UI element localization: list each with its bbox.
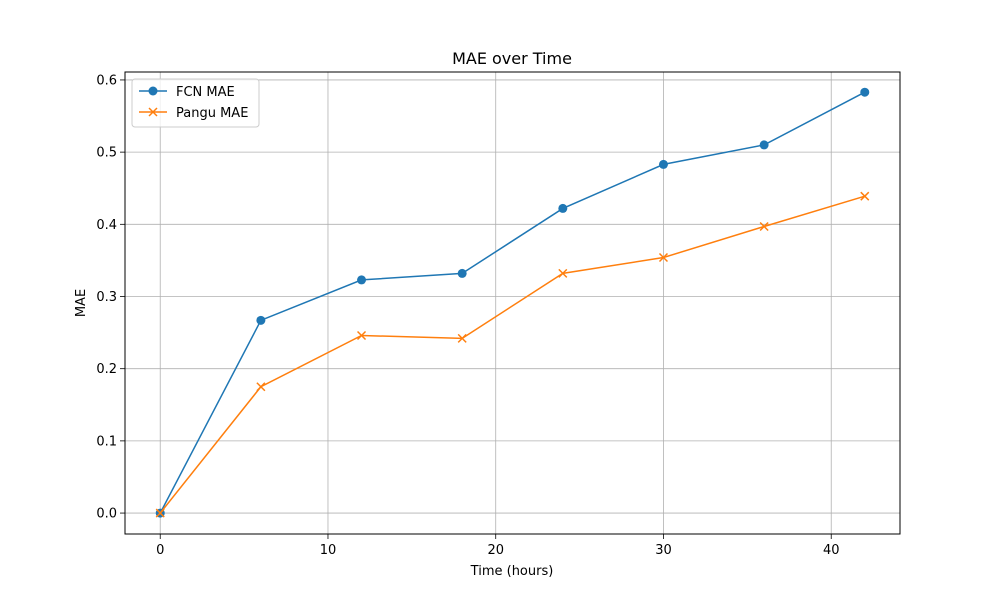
y-tick-label: 0.0 — [96, 507, 117, 522]
y-tick-label: 0.1 — [96, 434, 117, 449]
y-tick-label: 0.6 — [96, 73, 117, 88]
x-tick-label: 20 — [487, 543, 504, 558]
x-tick-label: 0 — [156, 543, 164, 558]
series-line — [159, 91, 866, 514]
data-point — [357, 275, 367, 285]
data-point — [256, 315, 266, 325]
chart-title: MAE over Time — [452, 49, 572, 68]
y-tick-label: 0.2 — [96, 362, 117, 377]
series-layer — [155, 87, 870, 518]
plot-frame — [124, 71, 901, 535]
data-point — [558, 203, 568, 213]
data-point — [759, 140, 769, 150]
data-point — [457, 333, 467, 343]
grid — [125, 72, 900, 534]
data-point — [658, 159, 668, 169]
legend: FCN MAE Pangu MAE — [131, 78, 260, 128]
ticks: 0 10 20 30 40 0.0 0.1 0.2 0.3 0.4 0.5 0.6 — [96, 73, 839, 558]
data-point — [860, 87, 870, 97]
data-point — [658, 252, 669, 263]
y-axis-label: MAE — [74, 289, 89, 317]
x-tick-label: 40 — [823, 543, 840, 558]
legend-marker-pangu — [148, 107, 158, 117]
data-point — [860, 191, 870, 201]
y-tick-label: 0.4 — [96, 218, 117, 233]
data-point — [759, 221, 769, 232]
legend-label-pangu: Pangu MAE — [176, 106, 248, 121]
legend-label-fcn: FCN MAE — [176, 85, 235, 100]
x-axis-label: Time (hours) — [470, 564, 554, 579]
y-tick-label: 0.3 — [96, 290, 117, 305]
series-line — [159, 195, 865, 514]
x-tick-label: 30 — [655, 543, 672, 558]
legend-marker-fcn — [148, 86, 158, 96]
data-point — [256, 382, 266, 392]
data-point — [457, 268, 467, 278]
data-point — [356, 330, 367, 341]
series-pangu — [155, 191, 870, 518]
data-point — [558, 268, 568, 278]
x-tick-label: 10 — [320, 543, 337, 558]
data-point — [155, 508, 165, 518]
y-tick-label: 0.5 — [96, 146, 117, 161]
